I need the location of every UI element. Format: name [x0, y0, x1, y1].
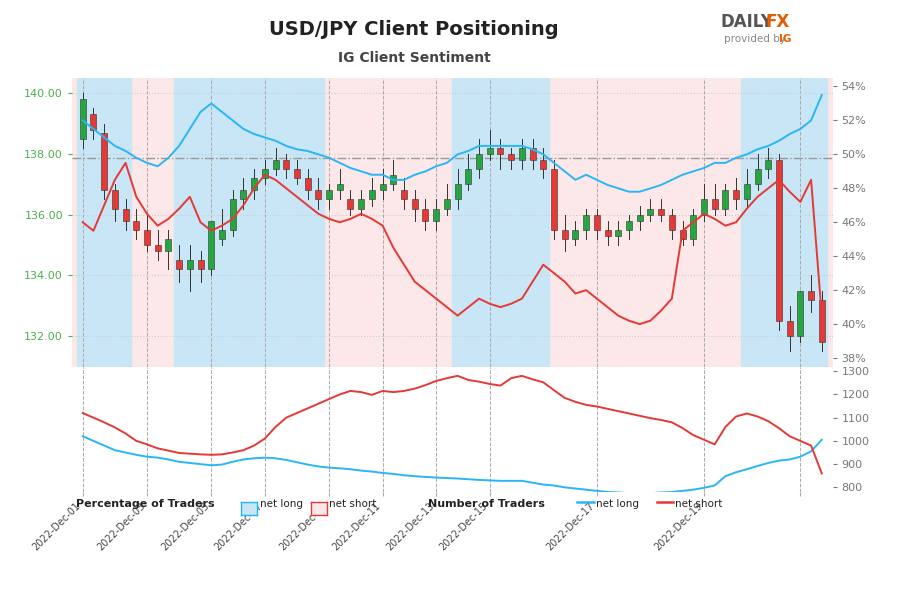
Text: USD/JPY Client Positioning: USD/JPY Client Positioning	[269, 20, 559, 39]
Bar	[616, 230, 621, 236]
Bar	[540, 160, 546, 169]
Bar	[583, 215, 590, 230]
Bar	[187, 260, 193, 269]
Text: FX: FX	[766, 13, 790, 31]
Bar	[144, 230, 150, 245]
Bar	[326, 190, 332, 199]
Bar	[369, 190, 375, 199]
Bar	[101, 133, 107, 190]
Bar	[174, 78, 324, 367]
Text: net long: net long	[596, 499, 639, 509]
Bar	[422, 209, 428, 221]
Bar	[347, 199, 354, 209]
Text: Percentage of Traders: Percentage of Traders	[76, 499, 215, 509]
Bar	[765, 160, 771, 169]
Bar	[476, 154, 482, 169]
Bar	[433, 209, 439, 221]
Bar	[754, 169, 760, 184]
Bar	[498, 148, 503, 154]
Bar	[690, 215, 697, 239]
Bar	[519, 148, 525, 160]
Bar	[219, 230, 225, 239]
Bar	[658, 209, 664, 215]
Bar	[743, 184, 750, 199]
Bar	[197, 260, 203, 269]
Bar	[742, 78, 827, 367]
Bar	[797, 290, 804, 336]
Bar	[444, 199, 450, 209]
Text: IG Client Sentiment: IG Client Sentiment	[338, 51, 490, 65]
Bar	[284, 160, 289, 169]
Bar	[230, 199, 236, 230]
Text: provided by: provided by	[724, 34, 788, 44]
Text: IG: IG	[778, 34, 791, 44]
Text: net long: net long	[260, 499, 303, 509]
Bar	[776, 160, 782, 321]
Bar	[412, 199, 418, 209]
Bar	[401, 190, 407, 199]
Bar	[669, 215, 675, 230]
Bar	[605, 230, 610, 236]
Bar	[273, 160, 278, 169]
Bar	[262, 169, 268, 178]
Bar	[251, 178, 257, 190]
Bar	[680, 230, 686, 239]
Bar	[391, 175, 396, 184]
Bar	[77, 78, 130, 367]
Bar	[787, 321, 793, 336]
Bar	[701, 199, 707, 215]
Bar	[294, 169, 300, 178]
Bar	[155, 245, 161, 251]
Bar	[122, 209, 129, 221]
Text: Number of Traders: Number of Traders	[428, 499, 544, 509]
Bar	[636, 215, 643, 221]
Bar	[176, 260, 182, 269]
Bar	[208, 221, 214, 269]
Bar	[529, 148, 535, 160]
Bar	[626, 221, 632, 230]
Bar	[454, 184, 461, 199]
Text: DAILY: DAILY	[720, 13, 773, 31]
Bar	[723, 190, 728, 209]
Bar	[90, 115, 96, 130]
Bar	[380, 184, 385, 190]
Bar	[358, 199, 365, 209]
Bar	[594, 215, 600, 230]
Bar	[452, 78, 549, 367]
Bar	[240, 190, 247, 199]
Bar	[337, 184, 343, 190]
Bar	[562, 230, 568, 239]
Bar	[734, 190, 739, 199]
Bar	[647, 209, 653, 215]
Bar	[166, 239, 171, 251]
Bar	[465, 169, 472, 184]
Bar	[112, 190, 118, 209]
Bar	[712, 199, 717, 209]
Bar	[133, 221, 140, 230]
Bar	[80, 99, 86, 139]
Bar	[315, 190, 321, 199]
Text: net short: net short	[675, 499, 723, 509]
Bar	[508, 154, 514, 160]
Bar	[487, 148, 492, 154]
Text: net short: net short	[329, 499, 377, 509]
Bar	[808, 290, 814, 300]
Bar	[551, 169, 557, 230]
Bar	[304, 178, 310, 190]
Bar	[819, 300, 824, 342]
Bar	[572, 230, 579, 239]
